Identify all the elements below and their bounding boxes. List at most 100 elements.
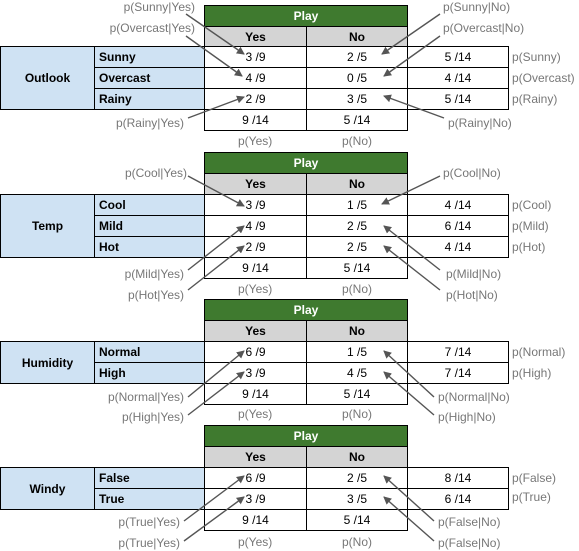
likelihood-yes-label: p(Normal|Yes) bbox=[107, 390, 184, 404]
likelihood-no-label: p(Hot|No) bbox=[446, 288, 498, 302]
yes-header: Yes bbox=[204, 26, 307, 47]
play-header: Play bbox=[204, 299, 408, 321]
yes-count: 2 /9 bbox=[204, 236, 307, 258]
value-label: High bbox=[94, 362, 205, 384]
prior-label: p(False) bbox=[512, 471, 557, 485]
likelihood-yes-label: p(Cool|Yes) bbox=[124, 166, 187, 180]
total-count: 4 /14 bbox=[407, 67, 509, 89]
yes-total: 9 /14 bbox=[204, 257, 307, 279]
no-count: 2 /5 bbox=[306, 467, 408, 489]
prior-label: p(Cool) bbox=[512, 198, 552, 212]
value-label: Sunny bbox=[94, 46, 205, 68]
yes-count: 3 /9 bbox=[204, 194, 307, 216]
likelihood-no-label: p(False|No) bbox=[438, 515, 501, 529]
no-header: No bbox=[306, 446, 408, 468]
prior-label: p(Mild) bbox=[512, 219, 549, 233]
total-count: 5 /14 bbox=[407, 46, 509, 68]
yes-count: 6 /9 bbox=[204, 341, 307, 363]
no-total: 5 /14 bbox=[306, 109, 408, 131]
likelihood-yes-label: p(True|Yes) bbox=[118, 515, 180, 529]
play-header: Play bbox=[204, 152, 408, 174]
yes-count: 4 /9 bbox=[204, 67, 307, 89]
likelihood-yes-label: p(True|Yes) bbox=[118, 536, 180, 550]
prior-label: p(Hot) bbox=[512, 240, 546, 254]
likelihood-no-label: p(Rainy|No) bbox=[448, 116, 512, 130]
likelihood-no-label: p(False|No) bbox=[438, 536, 501, 550]
no-count: 1 /5 bbox=[306, 194, 408, 216]
total-count: 8 /14 bbox=[407, 467, 509, 489]
yes-count: 3 /9 bbox=[204, 488, 307, 510]
value-label: Normal bbox=[94, 341, 205, 363]
total-count: 7 /14 bbox=[407, 341, 509, 363]
yes-header: Yes bbox=[204, 320, 307, 342]
total-count: 7 /14 bbox=[407, 362, 509, 384]
no-count: 3 /5 bbox=[306, 88, 408, 110]
total-count: 6 /14 bbox=[407, 215, 509, 237]
p-no-label: p(No) bbox=[342, 407, 373, 421]
no-total: 5 /14 bbox=[306, 383, 408, 405]
value-label: False bbox=[94, 467, 205, 489]
likelihood-yes-label: p(Overcast|Yes) bbox=[109, 21, 195, 35]
likelihood-no-label: p(Overcast|No) bbox=[443, 21, 525, 35]
p-no-label: p(No) bbox=[342, 134, 373, 148]
value-label: Rainy bbox=[94, 88, 205, 110]
prior-label: p(True) bbox=[512, 490, 551, 504]
yes-count: 2 /9 bbox=[204, 88, 307, 110]
prior-label: p(Rainy) bbox=[512, 92, 558, 106]
no-total: 5 /14 bbox=[306, 509, 408, 531]
yes-total: 9 /14 bbox=[204, 109, 307, 131]
no-count: 4 /5 bbox=[306, 362, 408, 384]
total-count: 5 /14 bbox=[407, 88, 509, 110]
yes-total: 9 /14 bbox=[204, 509, 307, 531]
no-total: 5 /14 bbox=[306, 257, 408, 279]
prior-label: p(Normal) bbox=[512, 345, 566, 359]
attribute-label: Windy bbox=[0, 467, 95, 510]
attribute-label: Temp bbox=[0, 194, 95, 258]
prior-label: p(Overcast) bbox=[512, 71, 575, 85]
p-yes-label: p(Yes) bbox=[238, 407, 273, 421]
p-no-label: p(No) bbox=[342, 535, 373, 549]
p-yes-label: p(Yes) bbox=[238, 282, 273, 296]
value-label: Overcast bbox=[94, 67, 205, 89]
no-header: No bbox=[306, 173, 408, 195]
likelihood-no-label: p(Sunny|No) bbox=[443, 0, 511, 14]
yes-count: 6 /9 bbox=[204, 467, 307, 489]
p-yes-label: p(Yes) bbox=[238, 134, 273, 148]
no-count: 3 /5 bbox=[306, 488, 408, 510]
p-no-label: p(No) bbox=[342, 282, 373, 296]
value-label: Cool bbox=[94, 194, 205, 216]
no-header: No bbox=[306, 26, 408, 47]
p-yes-label: p(Yes) bbox=[238, 535, 273, 549]
value-label: Hot bbox=[94, 236, 205, 258]
play-header: Play bbox=[204, 5, 408, 27]
play-header: Play bbox=[204, 425, 408, 447]
yes-count: 4 /9 bbox=[204, 215, 307, 237]
no-count: 1 /5 bbox=[306, 341, 408, 363]
likelihood-yes-label: p(Rainy|Yes) bbox=[115, 116, 184, 130]
prior-label: p(Sunny) bbox=[512, 50, 561, 64]
likelihood-yes-label: p(High|Yes) bbox=[121, 410, 184, 424]
value-label: Mild bbox=[94, 215, 205, 237]
attribute-label: Outlook bbox=[0, 46, 95, 110]
yes-count: 3 /9 bbox=[204, 362, 307, 384]
value-label: True bbox=[94, 488, 205, 510]
no-count: 2 /5 bbox=[306, 215, 408, 237]
no-count: 2 /5 bbox=[306, 236, 408, 258]
attribute-label: Humidity bbox=[0, 341, 95, 384]
no-count: 0 /5 bbox=[306, 67, 408, 89]
likelihood-no-label: p(Cool|No) bbox=[443, 166, 501, 180]
likelihood-yes-label: p(Sunny|Yes) bbox=[123, 0, 195, 14]
total-count: 4 /14 bbox=[407, 194, 509, 216]
yes-total: 9 /14 bbox=[204, 383, 307, 405]
yes-header: Yes bbox=[204, 446, 307, 468]
yes-header: Yes bbox=[204, 173, 307, 195]
no-header: No bbox=[306, 320, 408, 342]
likelihood-yes-label: p(Mild|Yes) bbox=[124, 267, 184, 281]
likelihood-no-label: p(High|No) bbox=[438, 410, 496, 424]
yes-count: 3 /9 bbox=[204, 46, 307, 68]
prior-label: p(High) bbox=[512, 366, 552, 380]
likelihood-no-label: p(Normal|No) bbox=[438, 390, 510, 404]
total-count: 6 /14 bbox=[407, 488, 509, 510]
likelihood-no-label: p(Mild|No) bbox=[446, 267, 502, 281]
no-count: 2 /5 bbox=[306, 46, 408, 68]
